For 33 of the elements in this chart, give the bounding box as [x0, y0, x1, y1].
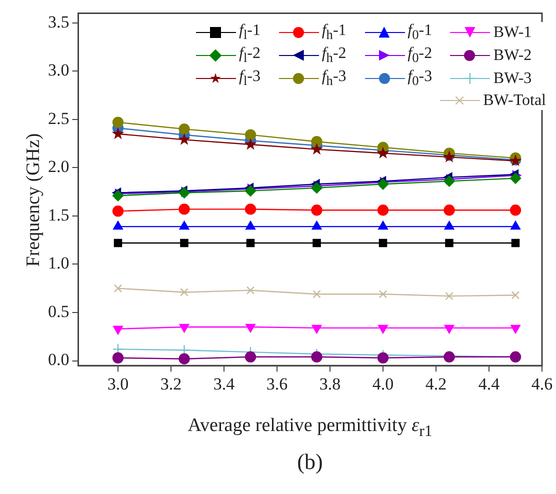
- x-tick-label: 4.0: [372, 374, 394, 394]
- y-tick-label: 3.5: [48, 12, 70, 32]
- y-tick-label: 0.5: [48, 302, 70, 321]
- y-tick-label: 2.5: [48, 108, 70, 128]
- legend-label: BW-2: [493, 46, 532, 65]
- legend-label: f$_{h}$-1: [322, 22, 346, 44]
- x-tick-label: 4.4: [478, 374, 500, 394]
- legend-label: BW-1: [493, 24, 532, 42]
- x-tick-label: 4.2: [425, 374, 447, 394]
- y-tick-label: 3.0: [48, 60, 70, 80]
- legend-label: f$_{0}$-1: [408, 22, 432, 44]
- legend-label: f$_{l}$-1: [239, 22, 260, 44]
- y-axis-title: Frequency (GHz): [23, 133, 45, 267]
- legend-label: f$_{0}$-2: [408, 45, 432, 66]
- legend-label: f$_{l}$-3: [239, 68, 260, 90]
- x-tick-label: 3.4: [213, 374, 236, 394]
- legend-label: BW-3: [493, 70, 532, 88]
- y-tick-label: 2.0: [48, 157, 70, 176]
- legend-label: f$_{h}$-3: [322, 68, 346, 90]
- x-tick-label: 3.2: [160, 374, 182, 394]
- y-tick-label: 1.5: [48, 205, 70, 224]
- legend-label: f$_{l}$-2: [239, 45, 260, 66]
- y-tick-label: 1.0: [48, 254, 70, 273]
- x-tick-label: 3.6: [266, 374, 288, 394]
- x-tick-label: 3.0: [107, 374, 129, 394]
- x-tick-label: 3.8: [319, 374, 341, 394]
- legend-label: f$_{0}$-3: [408, 68, 432, 90]
- y-tick-label: 0.0: [48, 350, 70, 370]
- x-axis-title: Average relative permittivity ε$_{r1}$: [188, 415, 432, 441]
- legend-label: f$_{h}$-2: [322, 45, 346, 66]
- text: (b): [297, 449, 323, 475]
- x-tick-label: 4.6: [531, 374, 553, 394]
- legend-label: BW-Total: [483, 92, 546, 110]
